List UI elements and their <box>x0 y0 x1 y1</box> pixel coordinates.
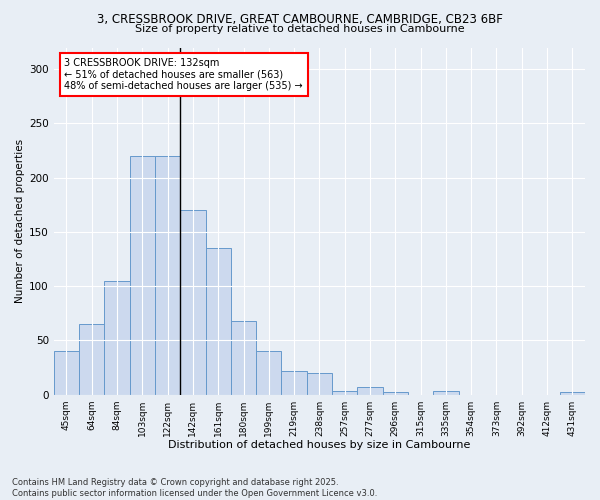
Text: Size of property relative to detached houses in Cambourne: Size of property relative to detached ho… <box>135 24 465 34</box>
Bar <box>231 321 256 394</box>
Bar <box>433 392 458 394</box>
Bar <box>206 248 231 394</box>
Bar <box>307 373 332 394</box>
X-axis label: Distribution of detached houses by size in Cambourne: Distribution of detached houses by size … <box>168 440 470 450</box>
Bar <box>54 351 79 395</box>
Text: Contains HM Land Registry data © Crown copyright and database right 2025.
Contai: Contains HM Land Registry data © Crown c… <box>12 478 377 498</box>
Text: 3, CRESSBROOK DRIVE, GREAT CAMBOURNE, CAMBRIDGE, CB23 6BF: 3, CRESSBROOK DRIVE, GREAT CAMBOURNE, CA… <box>97 12 503 26</box>
Bar <box>383 392 408 394</box>
Bar <box>79 324 104 394</box>
Bar <box>358 387 383 394</box>
Y-axis label: Number of detached properties: Number of detached properties <box>15 139 25 303</box>
Bar <box>256 351 281 395</box>
Bar <box>104 280 130 394</box>
Bar <box>332 392 358 394</box>
Bar <box>155 156 180 394</box>
Text: 3 CRESSBROOK DRIVE: 132sqm
← 51% of detached houses are smaller (563)
48% of sem: 3 CRESSBROOK DRIVE: 132sqm ← 51% of deta… <box>64 58 303 91</box>
Bar <box>180 210 206 394</box>
Bar <box>560 392 585 394</box>
Bar <box>281 370 307 394</box>
Bar <box>130 156 155 394</box>
